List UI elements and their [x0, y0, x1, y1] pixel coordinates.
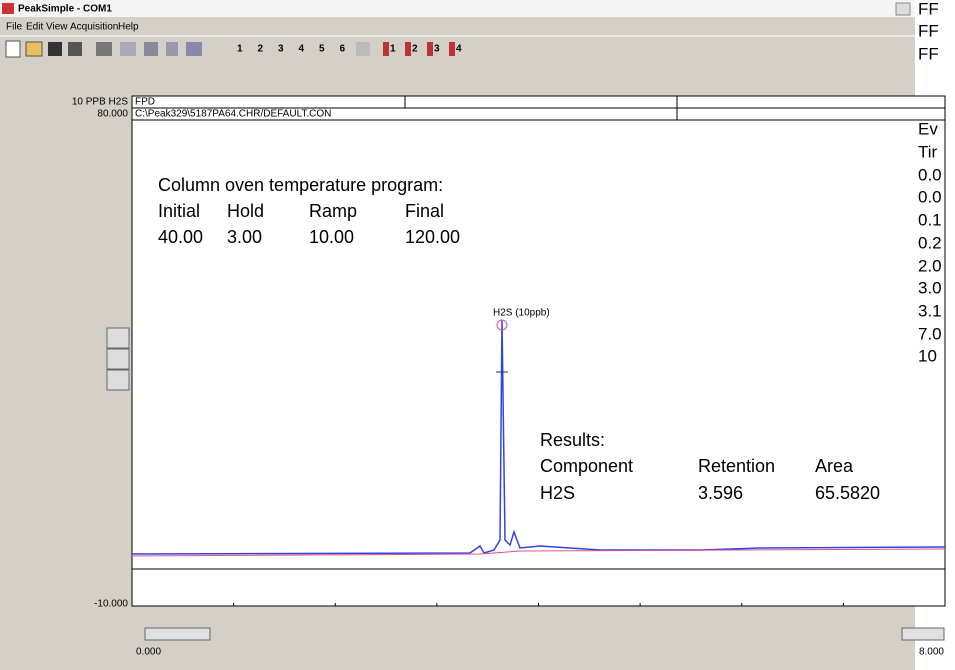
detector-icon[interactable] — [449, 42, 455, 56]
detector-icon[interactable] — [405, 42, 411, 56]
header-cell: FPD — [135, 97, 155, 108]
tool-icon[interactable] — [25, 41, 43, 57]
tool-icon[interactable] — [186, 42, 202, 56]
scroll-left[interactable] — [144, 627, 211, 641]
tool-icon[interactable] — [68, 42, 82, 56]
side-text: 0.0 — [918, 165, 942, 184]
channel-button[interactable]: 6 — [340, 44, 346, 55]
side-text: 10 — [918, 346, 937, 365]
channel-button[interactable]: 5 — [319, 44, 325, 55]
zoom-reset-button[interactable] — [106, 348, 130, 370]
channel-button[interactable]: 4 — [299, 44, 305, 55]
side-text: 0.2 — [918, 233, 942, 252]
oven-column: Hold — [227, 201, 264, 221]
oven-column: Ramp — [309, 201, 357, 221]
side-text: 7.0 — [918, 324, 942, 343]
tool-icon[interactable] — [356, 42, 370, 56]
channel-button[interactable]: 1 — [237, 44, 243, 55]
tool-icon[interactable] — [48, 42, 62, 56]
side-text: Tir — [918, 142, 938, 161]
oven-value: 40.00 — [158, 227, 203, 247]
plot-area — [131, 95, 946, 607]
menu-item[interactable]: Edit — [26, 22, 43, 33]
scroll-right[interactable] — [901, 627, 945, 641]
side-text: 0.0 — [918, 187, 942, 206]
detector-button[interactable]: 3 — [434, 44, 440, 55]
oven-title: Column oven temperature program: — [158, 175, 443, 195]
header-cell: C:\Peak329\5187PA64.CHR/DEFAULT.CON — [135, 109, 331, 120]
title-bar — [0, 0, 915, 17]
results-cell: 65.5820 — [815, 483, 880, 503]
window-title: PeakSimple - COM1 — [18, 4, 112, 15]
side-text: 3.0 — [918, 278, 942, 297]
side-text: 3.1 — [918, 301, 942, 320]
oven-column: Final — [405, 201, 444, 221]
tool-icon[interactable] — [5, 40, 21, 58]
results-column: Retention — [698, 456, 775, 476]
results-column: Area — [815, 456, 854, 476]
detector-button[interactable]: 2 — [412, 44, 418, 55]
zoom-in-button[interactable] — [106, 327, 130, 349]
channel-button[interactable]: 3 — [278, 44, 284, 55]
oven-column: Initial — [158, 201, 200, 221]
side-text: Ev — [918, 119, 938, 138]
side-text: 2.0 — [918, 256, 942, 275]
results-column: Component — [540, 456, 633, 476]
side-text: FF — [918, 21, 939, 40]
tool-icon[interactable] — [144, 42, 158, 56]
menu-item[interactable]: Acquisition — [70, 22, 118, 33]
zoom-tools — [106, 327, 130, 391]
app-icon — [2, 3, 14, 14]
menu-item[interactable]: File — [6, 22, 23, 33]
x-min-label: 0.000 — [136, 647, 161, 658]
detector-icon[interactable] — [427, 42, 433, 56]
toolbar: 1 2 3 4 5 6 1 2 3 4 — [5, 40, 462, 58]
oven-value: 120.00 — [405, 227, 460, 247]
sample-label: 10 PPB H2S — [72, 97, 128, 108]
results-cell: H2S — [540, 483, 575, 503]
results-cell: 3.596 — [698, 483, 743, 503]
side-text: FF — [918, 0, 939, 18]
y-min-label: -10.000 — [94, 599, 128, 610]
detector-button[interactable]: 1 — [390, 44, 396, 55]
side-text: FF — [918, 44, 939, 63]
peak-label: H2S (10ppb) — [493, 308, 550, 319]
detector-button[interactable]: 4 — [456, 44, 462, 55]
results-title: Results: — [540, 430, 605, 450]
tool-icon[interactable] — [96, 42, 112, 56]
oven-value: 3.00 — [227, 227, 262, 247]
minimize-button[interactable] — [895, 2, 911, 16]
x-max-label: 8.000 — [919, 647, 944, 658]
channel-button[interactable]: 2 — [258, 44, 264, 55]
peak-marker — [496, 319, 508, 331]
oven-value: 10.00 — [309, 227, 354, 247]
tool-icon[interactable] — [120, 42, 136, 56]
menu-item[interactable]: Help — [118, 22, 139, 33]
detector-icon[interactable] — [383, 42, 389, 56]
baseline-trace — [131, 548, 946, 557]
y-max-label: 80.000 — [97, 109, 128, 120]
menu-item[interactable]: View — [46, 22, 68, 33]
zoom-out-button[interactable] — [106, 369, 130, 391]
tool-icon[interactable] — [166, 42, 178, 56]
side-text: 0.1 — [918, 210, 942, 229]
scrollbar — [144, 627, 945, 641]
